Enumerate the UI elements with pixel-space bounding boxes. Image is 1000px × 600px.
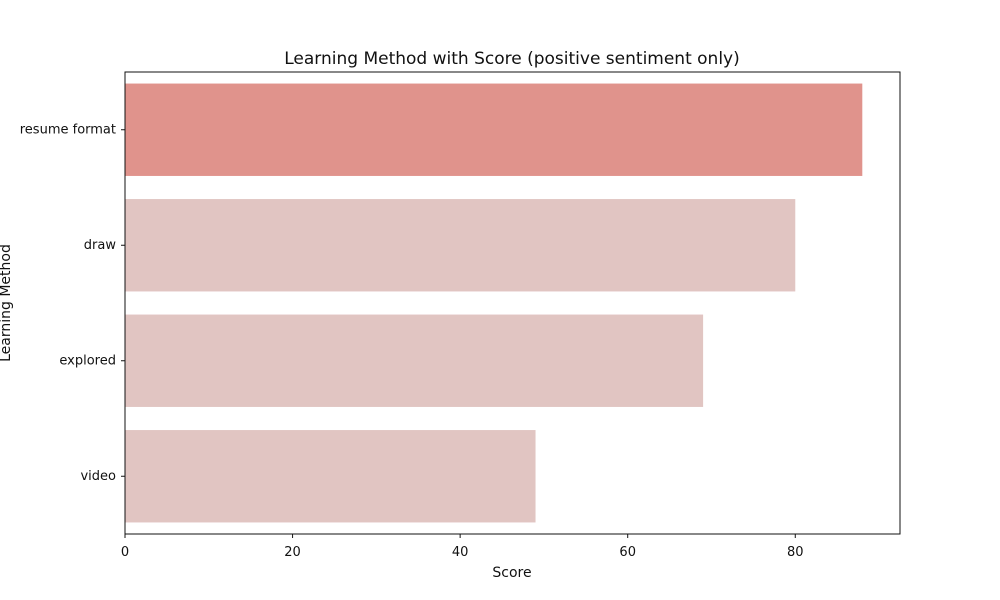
x-tick-label: 80	[787, 545, 804, 560]
x-tick-label: 60	[619, 545, 636, 560]
y-axis-title: Learning Method	[0, 244, 14, 362]
bars-layer	[125, 83, 863, 523]
x-axis-ticks: 0 20 40 60 80	[121, 534, 804, 560]
y-axis-ticks: resume format draw explored video	[20, 122, 125, 484]
x-tick-label: 40	[452, 545, 469, 560]
bar-explored	[125, 314, 704, 407]
plot-frame	[124, 71, 901, 535]
chart-title: Learning Method with Score (positive sen…	[284, 49, 740, 69]
y-tick-label: explored	[59, 353, 116, 368]
y-tick-label: video	[80, 469, 116, 484]
y-tick-label: draw	[84, 238, 117, 253]
bar-draw	[125, 199, 796, 292]
x-tick-label: 0	[121, 545, 129, 560]
bar-resume-format	[125, 83, 863, 176]
x-axis-title: Score	[492, 565, 531, 581]
bar-video	[125, 430, 536, 523]
x-tick-label: 20	[284, 545, 301, 560]
y-tick-label: resume format	[20, 122, 116, 137]
